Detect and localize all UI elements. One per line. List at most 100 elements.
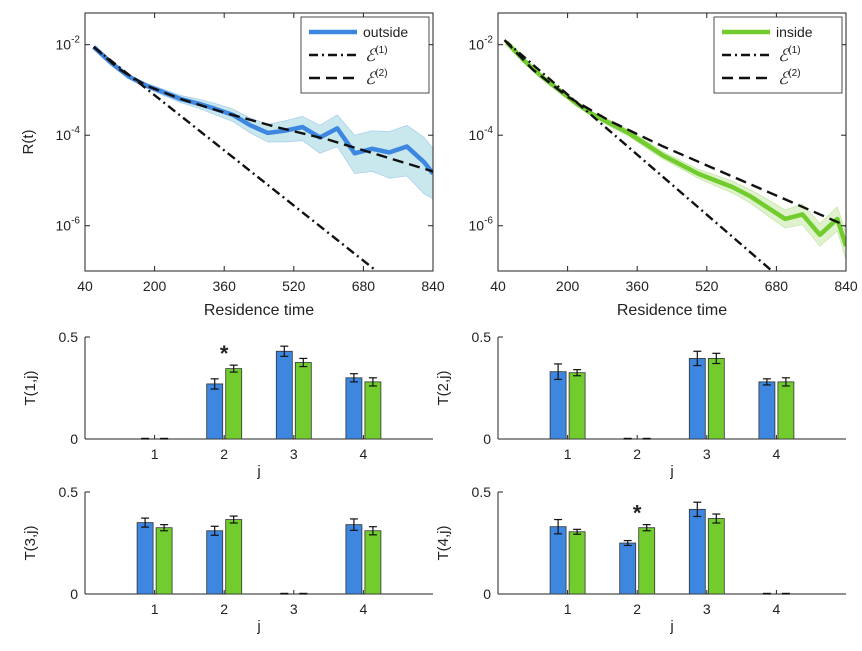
y-tick-label: 10-2 xyxy=(469,35,494,53)
bar-inside xyxy=(155,527,173,595)
x-tick-label: 4 xyxy=(360,446,368,462)
legend-label-e2: ℰ(2) xyxy=(778,68,801,88)
y-tick-label-exp: -2 xyxy=(71,35,80,46)
x-tick-label: 1 xyxy=(564,446,572,462)
bar-outside xyxy=(549,371,567,440)
x-tick-label: 200 xyxy=(143,278,167,294)
y-tick-label: 0 xyxy=(483,586,491,602)
bar-inside xyxy=(364,381,382,440)
y-tick-label-base: 10 xyxy=(56,218,72,234)
legend-label-inside: inside xyxy=(776,24,813,40)
legend-label-base: ℰ xyxy=(778,46,790,65)
y-tick-label: 10-4 xyxy=(469,125,494,143)
bar-inside xyxy=(568,531,586,595)
bar-inside xyxy=(225,368,243,440)
x-tick-label: 40 xyxy=(490,278,506,294)
legend-label-base: ℰ xyxy=(778,69,790,88)
y-tick-label: 0 xyxy=(70,431,78,447)
x-tick-label: 200 xyxy=(556,278,580,294)
y-tick-label: 0.5 xyxy=(59,329,79,345)
bar-chart-T1: 0 0.5 1 2 3 4 * j T(1,j) xyxy=(22,329,433,480)
y-tick-label: 10-6 xyxy=(56,216,81,234)
bar-outside xyxy=(758,381,776,440)
bar-inside xyxy=(707,518,725,595)
y-tick-label-exp: -6 xyxy=(71,216,80,227)
legend-label-base: ℰ xyxy=(365,69,377,88)
bar-inside xyxy=(707,358,725,440)
legend-label-e2: ℰ(2) xyxy=(365,68,388,88)
legend-label-sup: (1) xyxy=(788,45,800,56)
y-tick-label: 10-6 xyxy=(469,216,494,234)
fit-line-e1 xyxy=(503,39,773,271)
y-axis-label: R(t) xyxy=(20,130,37,155)
bar-chart-T2: 0 0.5 1 2 3 4 j T(2,j) xyxy=(435,329,846,480)
x-tick-label: 680 xyxy=(352,278,376,294)
x-tick-label: 840 xyxy=(421,278,445,294)
x-tick-label: 4 xyxy=(360,601,368,617)
y-tick-label-base: 10 xyxy=(56,127,72,143)
y-tick-label: 0.5 xyxy=(472,329,492,345)
x-tick-label: 2 xyxy=(633,601,641,617)
legend-label-e1: ℰ(1) xyxy=(778,45,801,65)
bar-outside xyxy=(549,526,567,595)
x-tick-label: 680 xyxy=(765,278,789,294)
fit-line-e2 xyxy=(92,46,433,173)
bar-inside xyxy=(225,519,243,595)
x-axis-label: j xyxy=(669,463,673,480)
bar-chart-T3: 0 0.5 1 2 3 4 j T(3,j) xyxy=(22,484,433,635)
x-tick-label: 1 xyxy=(564,601,572,617)
x-axis-label: j xyxy=(669,618,673,635)
x-tick-label: 3 xyxy=(703,601,711,617)
x-axis-label: j xyxy=(256,463,260,480)
x-tick-label: 3 xyxy=(703,446,711,462)
y-tick-label: 0.5 xyxy=(472,484,492,500)
y-tick-label-exp: -6 xyxy=(484,216,493,227)
significance-asterisk: * xyxy=(633,501,642,526)
plot-area xyxy=(92,45,433,271)
legend-label-outside: outside xyxy=(363,24,408,40)
bar-outside xyxy=(345,524,363,595)
x-tick-label: 2 xyxy=(220,601,228,617)
bar-inside xyxy=(294,362,312,440)
x-tick-label: 3 xyxy=(290,446,298,462)
axes-box xyxy=(84,12,434,272)
bar-inside xyxy=(638,527,656,595)
y-axis-label: T(1,j) xyxy=(22,371,39,406)
bar-outside xyxy=(688,358,706,440)
y-tick-label: 0 xyxy=(70,586,78,602)
x-tick-label: 360 xyxy=(626,278,650,294)
bar-inside xyxy=(364,530,382,595)
x-tick-label: 520 xyxy=(282,278,306,294)
bar-chart-T4: 0 0.5 1 2 3 4 * j T(4,j) xyxy=(435,484,846,635)
y-axis-label: T(2,j) xyxy=(435,371,452,406)
x-tick-label: 3 xyxy=(290,601,298,617)
bar-outside xyxy=(206,383,224,440)
bar-outside xyxy=(275,350,293,440)
y-tick-label-base: 10 xyxy=(469,37,485,53)
x-axis-label: Residence time xyxy=(204,302,314,319)
x-tick-label: 360 xyxy=(213,278,237,294)
y-tick-label-base: 10 xyxy=(469,218,485,234)
x-tick-label: 1 xyxy=(151,601,159,617)
bar-inside xyxy=(568,372,586,440)
y-tick-label-base: 10 xyxy=(469,127,485,143)
x-tick-label: 4 xyxy=(773,446,781,462)
y-tick-label-exp: -4 xyxy=(71,125,80,136)
x-tick-label: 520 xyxy=(695,278,719,294)
y-tick-label: 10-2 xyxy=(56,35,81,53)
legend-label-sup: (2) xyxy=(375,68,387,79)
y-axis-label: T(3,j) xyxy=(22,526,39,561)
axes-box xyxy=(497,12,847,272)
x-tick-label: 2 xyxy=(633,446,641,462)
series-line-inside xyxy=(505,40,846,247)
y-tick-label: 10-4 xyxy=(56,125,81,143)
y-tick-label-exp: -2 xyxy=(484,35,493,46)
x-tick-label: 40 xyxy=(77,278,93,294)
legend-label-sup: (2) xyxy=(788,68,800,79)
